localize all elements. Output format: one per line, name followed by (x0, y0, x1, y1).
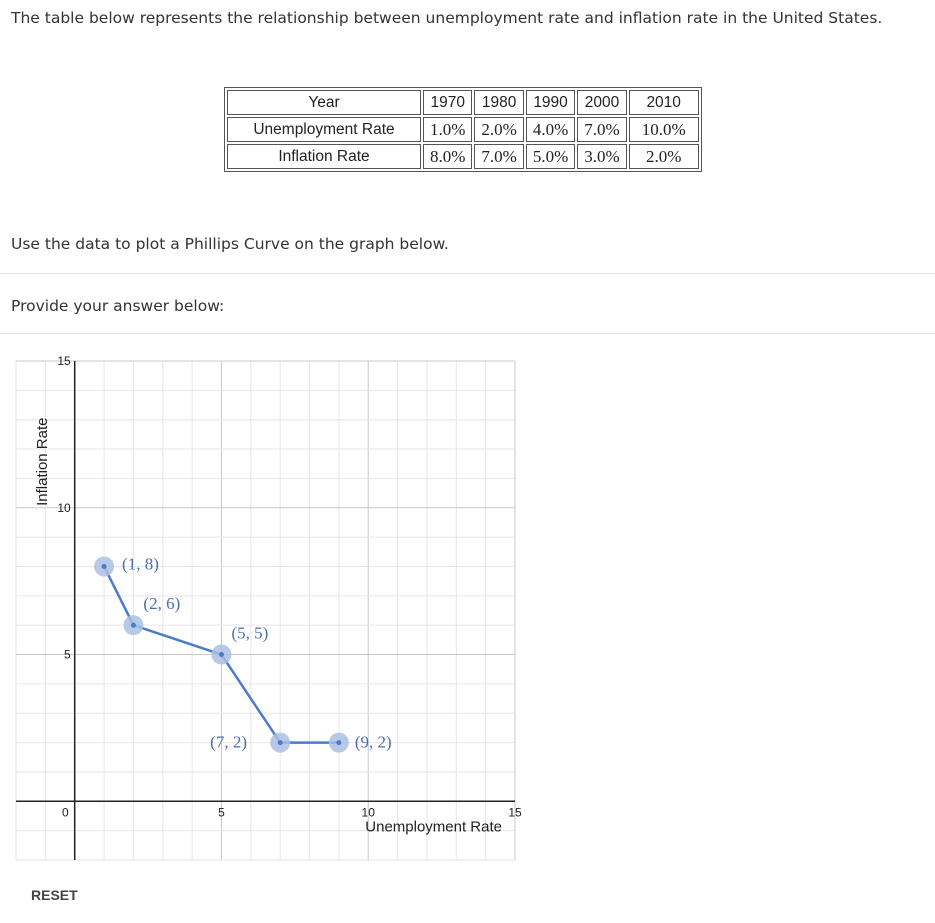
graph-container: 5 10 15 15 10 5 0 Inflation Rate Unemployment … (0, 354, 530, 869)
unemployment-header: Unemployment Rate (227, 117, 421, 142)
point-label: (1, 8) (122, 554, 159, 573)
x-tick-label: 5 (218, 805, 225, 819)
tick-labels: 5 10 15 15 10 5 0 (57, 354, 522, 819)
y-axis-label: Inflation Rate (34, 418, 51, 506)
unemployment-cell: 4.0% (525, 117, 576, 142)
reset-button[interactable]: RESET (31, 887, 78, 903)
year-cell: 1970 (423, 90, 473, 115)
curve-point-center (130, 622, 136, 628)
unemployment-cell: 2.0% (474, 117, 524, 142)
curve-point-center (336, 740, 342, 746)
axes (16, 361, 515, 860)
inflation-cell: 7.0% (474, 144, 524, 169)
x-tick-label: 15 (508, 805, 522, 819)
y-tick-label: 5 (64, 648, 71, 662)
point-label: (5, 5) (231, 624, 268, 643)
year-cell: 1990 (525, 90, 576, 115)
point-label: (7, 2) (210, 733, 247, 752)
origin-label: 0 (62, 805, 69, 819)
year-cell: 1980 (474, 90, 524, 115)
x-axis-label: Unemployment Rate (365, 818, 502, 835)
table-row-year: Year 1970 1980 1990 2000 2010 (227, 90, 699, 115)
data-table: Year 1970 1980 1990 2000 2010 Unemployme… (224, 87, 702, 172)
y-tick-label: 10 (57, 501, 71, 515)
curve-segment (102, 565, 135, 626)
grid-lines (15, 360, 516, 861)
point-label: (2, 6) (143, 594, 180, 613)
inflation-cell: 5.0% (525, 144, 576, 169)
inflation-cell: 2.0% (628, 144, 699, 169)
provide-answer-label: Provide your answer below: (11, 297, 225, 315)
y-tick-label: 15 (57, 355, 71, 368)
x-tick-label: 10 (362, 805, 376, 819)
divider (0, 333, 935, 334)
point-labels: (1, 8) (2, 6) (5, 5) (7, 2) (9, 2) (122, 554, 392, 751)
unemployment-cell: 1.0% (423, 117, 473, 142)
curve-segment (133, 623, 222, 656)
inflation-cell: 3.0% (577, 144, 627, 169)
curve-point-center (218, 652, 224, 658)
curve-point-center (101, 563, 107, 569)
inflation-header: Inflation Rate (227, 144, 421, 169)
table-row-inflation: Inflation Rate 8.0% 7.0% 5.0% 3.0% 2.0% (227, 144, 699, 169)
curve-segment (220, 653, 282, 744)
inflation-cell: 8.0% (423, 144, 473, 169)
instruction-text: Use the data to plot a Phillips Curve on… (11, 235, 449, 253)
table-row-unemployment: Unemployment Rate 1.0% 2.0% 4.0% 7.0% 10… (227, 117, 699, 142)
curve-point-center (277, 740, 283, 746)
year-cell: 2000 (577, 90, 627, 115)
divider (0, 273, 935, 274)
point-label: (9, 2) (355, 733, 392, 752)
unemployment-cell: 7.0% (577, 117, 627, 142)
year-header: Year (227, 90, 421, 115)
year-cell: 2010 (628, 90, 699, 115)
phillips-curve-graph[interactable]: 5 10 15 15 10 5 0 Inflation Rate Unemployment … (0, 354, 530, 865)
unemployment-cell: 10.0% (628, 117, 699, 142)
data-table-container: Year 1970 1980 1990 2000 2010 Unemployme… (224, 87, 702, 172)
intro-text: The table below represents the relations… (11, 9, 883, 27)
curve-points (94, 556, 349, 753)
